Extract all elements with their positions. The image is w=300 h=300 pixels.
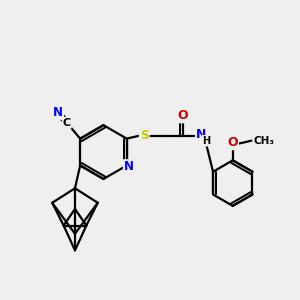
Text: H: H bbox=[202, 136, 211, 146]
Text: O: O bbox=[177, 110, 188, 122]
Text: O: O bbox=[227, 136, 238, 149]
Text: CH₃: CH₃ bbox=[254, 136, 274, 146]
Text: N: N bbox=[196, 128, 206, 141]
Text: N: N bbox=[124, 160, 134, 173]
Text: N: N bbox=[53, 106, 63, 119]
Text: S: S bbox=[140, 129, 149, 142]
Text: C: C bbox=[63, 118, 71, 128]
